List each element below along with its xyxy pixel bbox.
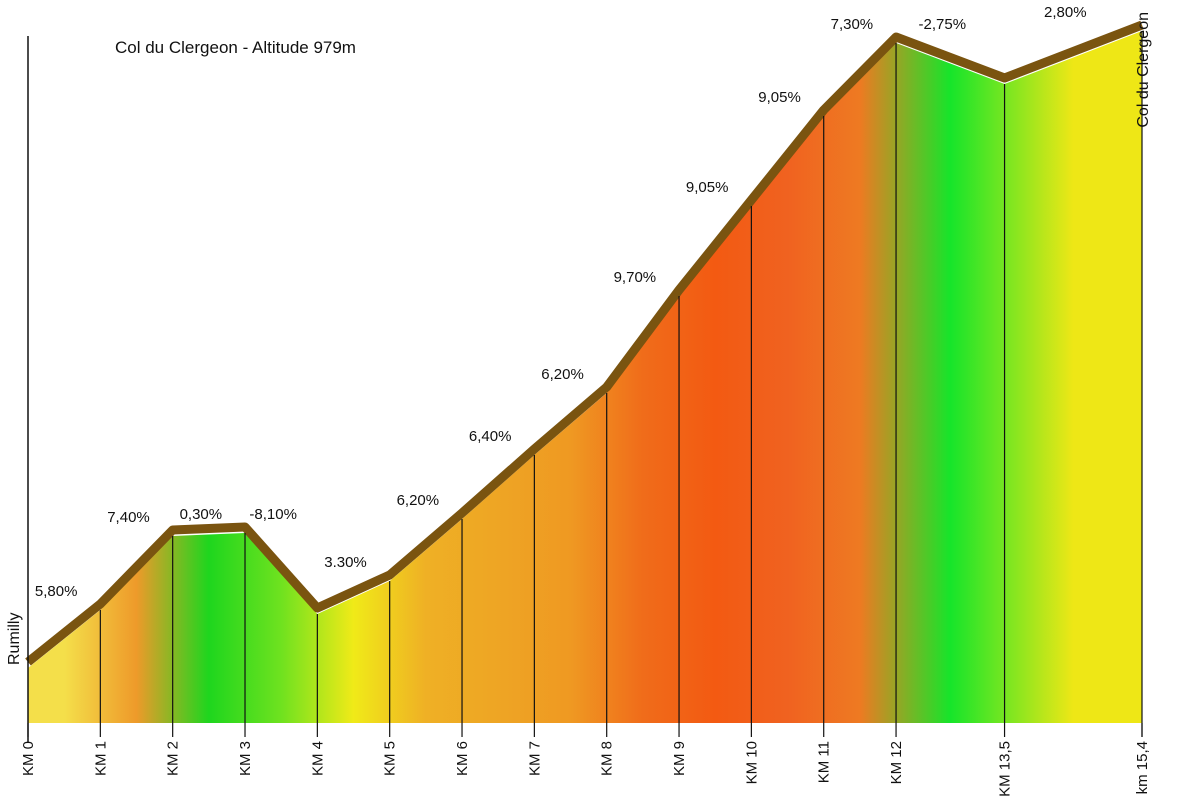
grade-label: 7,30% xyxy=(831,16,874,33)
km-tick-label: KM 5 xyxy=(382,741,399,776)
km-tick-label: KM 13,5 xyxy=(997,741,1014,797)
km-tick-label: KM 9 xyxy=(671,741,688,776)
grade-label: 9,05% xyxy=(758,89,801,106)
grade-label: 9,05% xyxy=(686,179,729,196)
summit-place-label: Col du Clergeon xyxy=(1135,12,1152,128)
grade-label: 0,30% xyxy=(180,506,223,523)
grade-label: 6,40% xyxy=(469,428,512,445)
km-tick-label: KM 7 xyxy=(526,741,543,776)
km-tick-label: km 15,4 xyxy=(1134,741,1151,794)
km-tick-label: KM 0 xyxy=(20,741,37,776)
km-tick-label: KM 4 xyxy=(309,741,326,776)
km-tick-label: KM 2 xyxy=(165,741,182,776)
km-tick-label: KM 10 xyxy=(743,741,760,784)
km-tick-label: KM 6 xyxy=(454,741,471,776)
km-lines-group xyxy=(27,31,1143,743)
chart-title: Col du Clergeon - Altitude 979m xyxy=(115,38,356,57)
km-tick-label: KM 11 xyxy=(816,741,833,783)
grade-label: 2,80% xyxy=(1044,4,1087,21)
labels-group: KM 0 KM 1 KM 2 KM 3 KM 4 KM 5 KM 6 KM 7 KM 8 KM 9… xyxy=(6,4,1152,797)
km-tick-label: KM 3 xyxy=(237,741,254,776)
km-tick-label: KM 8 xyxy=(599,741,616,776)
km-tick-label: KM 12 xyxy=(888,741,905,784)
grade-label: 6,20% xyxy=(541,366,584,383)
start-place-label: Rumilly xyxy=(6,613,23,665)
grade-label: 3.30% xyxy=(324,554,367,571)
profile-area xyxy=(28,31,1142,723)
grade-label: -8,10% xyxy=(249,506,297,523)
profile-ridge-group xyxy=(25,20,1144,666)
profile-ridge xyxy=(25,20,1144,666)
grade-label: -2,75% xyxy=(919,16,967,33)
grade-label: 5,80% xyxy=(35,583,78,600)
grade-label: 6,20% xyxy=(397,492,440,509)
grade-label: 7,40% xyxy=(107,509,150,526)
km-tick-label: KM 1 xyxy=(92,741,109,776)
profile-fill-group xyxy=(28,31,1142,723)
grade-label: 9,70% xyxy=(614,269,657,286)
